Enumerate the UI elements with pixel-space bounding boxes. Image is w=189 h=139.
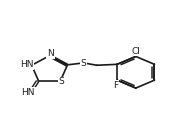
Text: Cl: Cl — [132, 47, 141, 56]
Text: S: S — [59, 77, 64, 86]
Text: HN: HN — [21, 88, 35, 97]
Text: F: F — [114, 81, 119, 90]
Text: N: N — [47, 49, 54, 58]
Text: S: S — [80, 59, 86, 68]
Text: HN: HN — [20, 60, 33, 69]
